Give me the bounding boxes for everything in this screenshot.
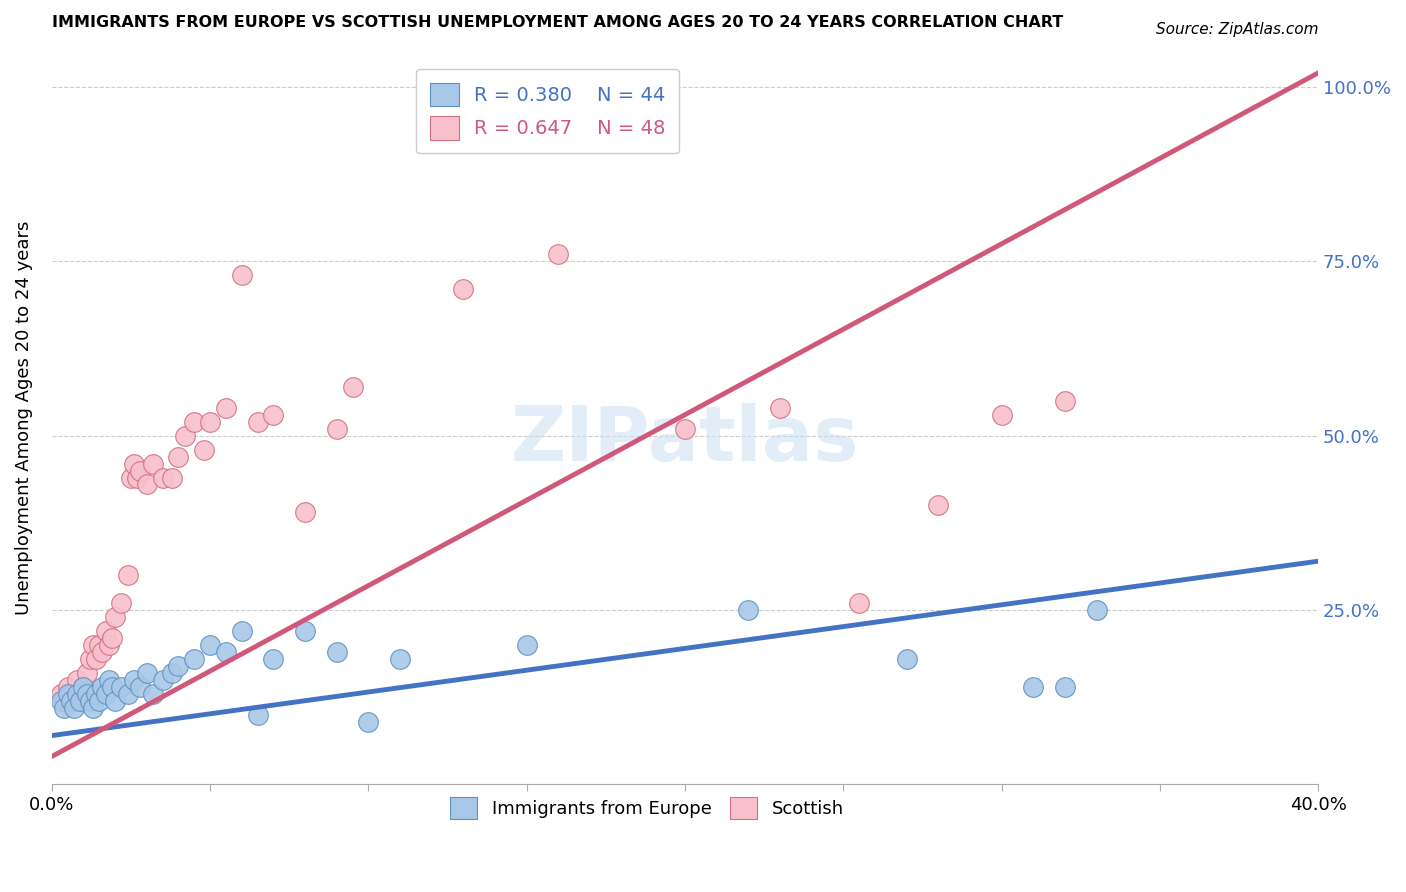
Point <box>76 687 98 701</box>
Point <box>51 694 73 708</box>
Legend: Immigrants from Europe, Scottish: Immigrants from Europe, Scottish <box>443 790 851 827</box>
Point <box>53 700 76 714</box>
Point <box>643 101 665 115</box>
Point <box>110 596 132 610</box>
Point <box>89 638 111 652</box>
Point <box>193 442 215 457</box>
Point <box>84 652 107 666</box>
Point <box>63 700 86 714</box>
Point <box>547 247 569 261</box>
Point <box>294 505 316 519</box>
Point <box>142 457 165 471</box>
Point <box>325 422 347 436</box>
Point <box>129 464 152 478</box>
Point <box>1085 603 1108 617</box>
Point <box>56 680 79 694</box>
Point <box>215 401 238 415</box>
Point <box>342 380 364 394</box>
Point <box>167 658 190 673</box>
Point <box>927 499 949 513</box>
Point <box>246 707 269 722</box>
Point <box>198 638 221 652</box>
Point <box>122 457 145 471</box>
Point <box>388 652 411 666</box>
Point <box>76 665 98 680</box>
Point <box>110 680 132 694</box>
Point <box>66 673 89 687</box>
Point <box>59 687 82 701</box>
Point <box>72 680 94 694</box>
Text: IMMIGRANTS FROM EUROPE VS SCOTTISH UNEMPLOYMENT AMONG AGES 20 TO 24 YEARS CORREL: IMMIGRANTS FROM EUROPE VS SCOTTISH UNEMP… <box>52 15 1063 30</box>
Point <box>135 477 157 491</box>
Point <box>183 415 205 429</box>
Point <box>91 680 114 694</box>
Point <box>89 694 111 708</box>
Text: ZIPatlas: ZIPatlas <box>510 403 859 477</box>
Point <box>160 665 183 680</box>
Point <box>848 596 870 610</box>
Point <box>325 645 347 659</box>
Point <box>129 680 152 694</box>
Point <box>66 687 89 701</box>
Point <box>82 700 104 714</box>
Point <box>262 652 284 666</box>
Point <box>51 687 73 701</box>
Point <box>198 415 221 429</box>
Point <box>262 408 284 422</box>
Point <box>215 645 238 659</box>
Point <box>94 624 117 638</box>
Point <box>84 687 107 701</box>
Point <box>101 680 124 694</box>
Text: Source: ZipAtlas.com: Source: ZipAtlas.com <box>1156 22 1319 37</box>
Point <box>1053 393 1076 408</box>
Point <box>69 694 91 708</box>
Point <box>104 610 127 624</box>
Point <box>142 687 165 701</box>
Point <box>152 470 174 484</box>
Point <box>91 645 114 659</box>
Point <box>127 470 149 484</box>
Point <box>516 638 538 652</box>
Point <box>737 603 759 617</box>
Point <box>101 631 124 645</box>
Point <box>453 282 475 296</box>
Point <box>357 714 380 729</box>
Point <box>1022 680 1045 694</box>
Point <box>117 687 139 701</box>
Point <box>69 687 91 701</box>
Point <box>117 568 139 582</box>
Point <box>72 680 94 694</box>
Y-axis label: Unemployment Among Ages 20 to 24 years: Unemployment Among Ages 20 to 24 years <box>15 221 32 615</box>
Point <box>120 470 142 484</box>
Point <box>79 694 101 708</box>
Point <box>1053 680 1076 694</box>
Point <box>152 673 174 687</box>
Point <box>97 638 120 652</box>
Point <box>63 694 86 708</box>
Point <box>990 408 1012 422</box>
Point <box>82 638 104 652</box>
Point <box>53 694 76 708</box>
Point <box>59 694 82 708</box>
Point <box>246 415 269 429</box>
Point <box>173 428 195 442</box>
Point <box>294 624 316 638</box>
Point <box>160 470 183 484</box>
Point <box>231 624 253 638</box>
Point <box>673 422 696 436</box>
Point <box>104 694 127 708</box>
Point <box>135 665 157 680</box>
Point <box>769 401 792 415</box>
Point <box>122 673 145 687</box>
Point <box>183 652 205 666</box>
Point <box>56 687 79 701</box>
Point <box>97 673 120 687</box>
Point <box>896 652 918 666</box>
Point <box>167 450 190 464</box>
Point <box>79 652 101 666</box>
Point <box>231 268 253 283</box>
Point <box>94 687 117 701</box>
